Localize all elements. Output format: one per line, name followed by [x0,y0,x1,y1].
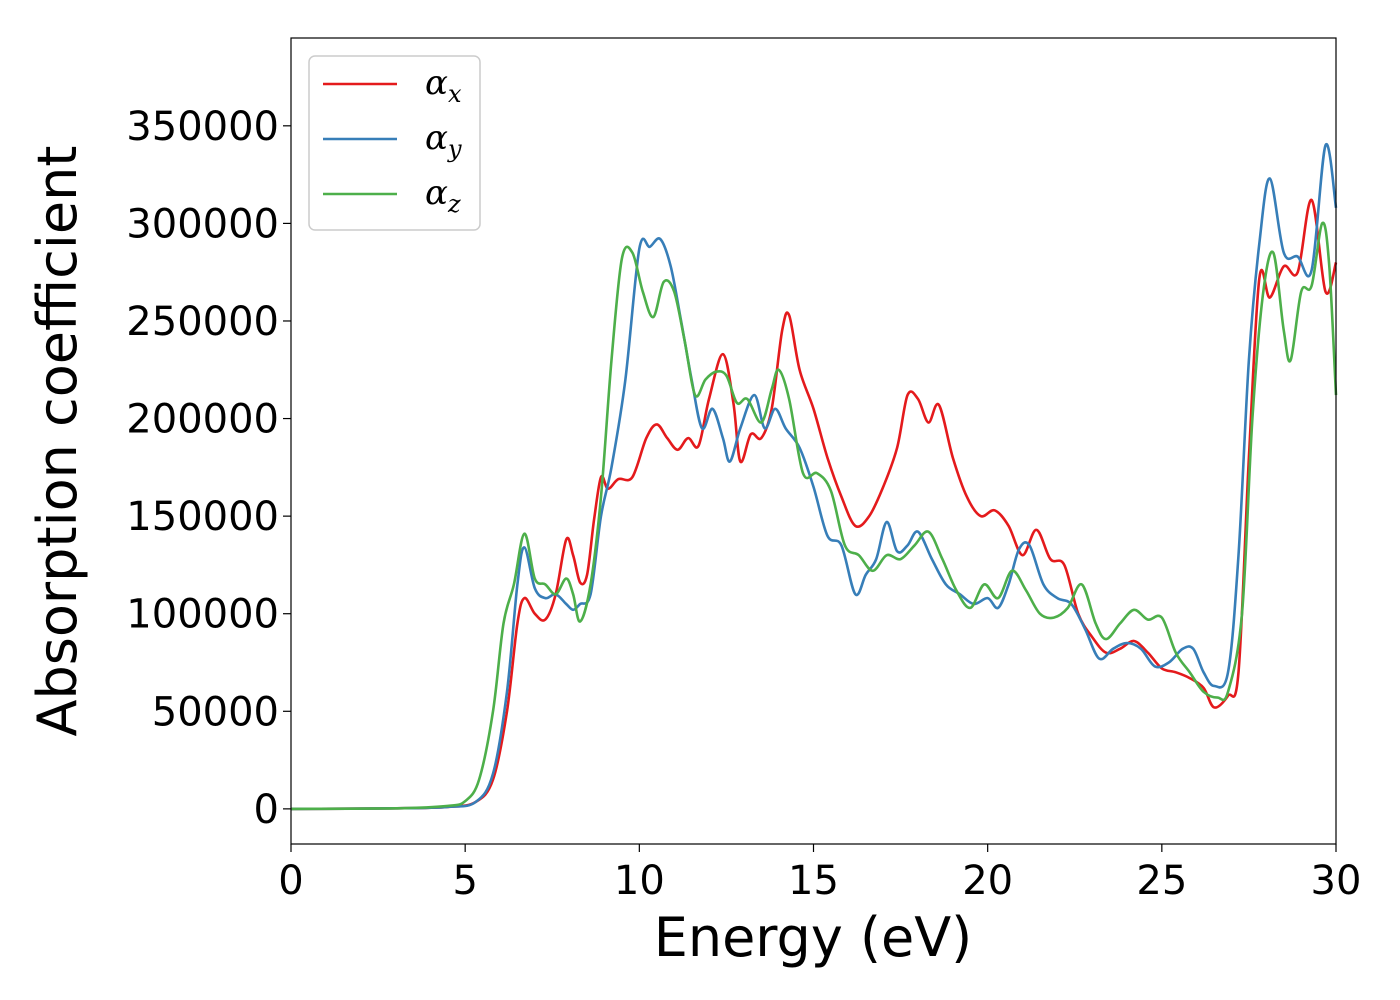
x-tick-label: 25 [1136,858,1187,904]
x-axis-label: Energy (eV) [654,906,973,969]
y-tick-label: 300000 [126,201,279,247]
x-axis: 0 5 10 15 20 25 30 [278,844,1361,904]
y-tick-label: 200000 [126,397,279,443]
y-tick-label: 50000 [152,689,279,735]
y-tick-label: 0 [254,787,279,833]
legend-label-y: αy [425,118,462,163]
y-axis-label: Absorption coefficient [26,146,89,737]
x-tick-label: 5 [452,858,477,904]
x-tick-label: 30 [1311,858,1362,904]
y-tick-label: 350000 [126,104,279,150]
x-tick-label: 0 [278,858,303,904]
x-tick-label: 15 [788,858,839,904]
legend-box [308,55,481,231]
y-tick-label: 100000 [126,592,279,638]
x-tick-label: 10 [614,858,665,904]
y-tick-label: 150000 [126,494,279,540]
y-tick-label: 250000 [126,299,279,345]
x-tick-label: 20 [962,858,1013,904]
series-layer [290,142,1338,811]
y-axis: 0 50000 100000 150000 200000 250000 300000 3500… [126,104,291,833]
series-line-x [290,198,1338,811]
series-line-z [290,221,1338,811]
